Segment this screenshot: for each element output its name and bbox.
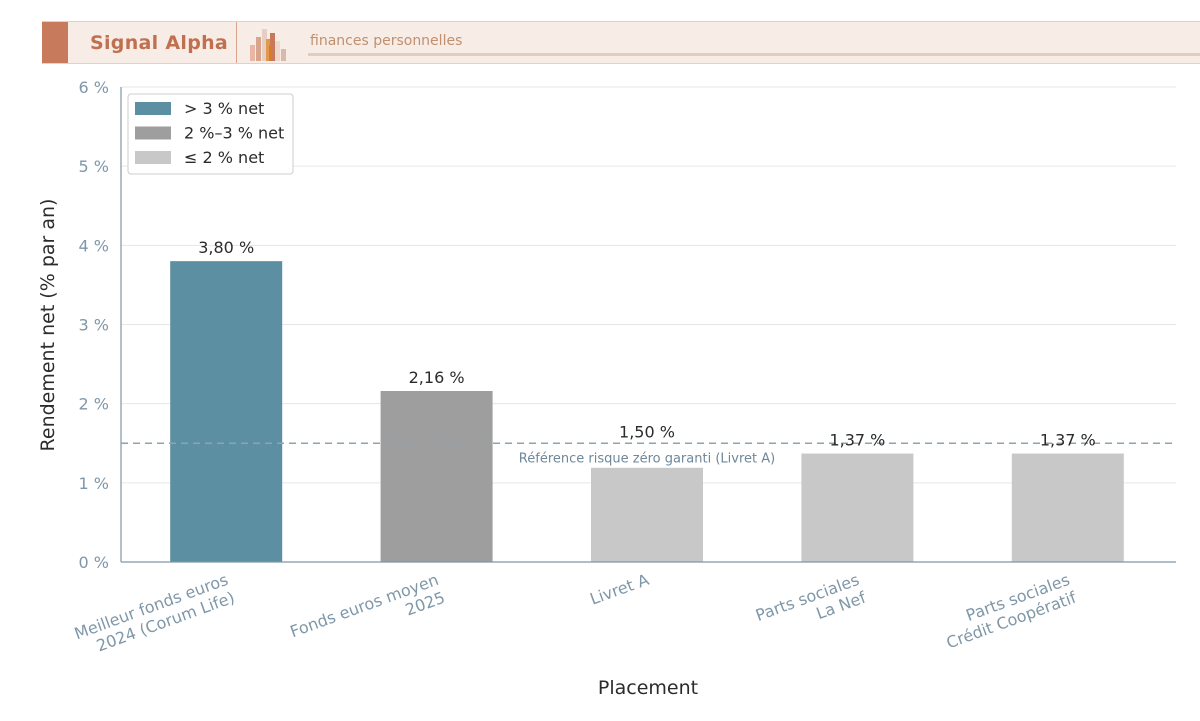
bar <box>1011 453 1124 562</box>
data-labels: 3,80 % 2,16 % 1,50 % 1,37 % 1,37 % <box>198 238 1096 449</box>
bars <box>170 261 1124 562</box>
legend: > 3 % net 2 %–3 % net ≤ 2 % net <box>127 93 294 175</box>
bar <box>801 453 914 562</box>
y-tick-label: 5 % <box>79 157 109 176</box>
data-label: 1,50 % <box>619 422 675 441</box>
y-axis: 0 % 1 % 2 % 3 % 4 % 5 % 6 % <box>79 78 122 572</box>
bar <box>170 261 283 562</box>
reference-line-group: Référence risque zéro garanti (Livret A) <box>121 442 1176 466</box>
x-tick-label: Livret A <box>587 570 651 609</box>
data-label: 1,37 % <box>829 431 885 450</box>
x-tick-label: Parts socialesLa Nef <box>753 570 869 643</box>
legend-swatch <box>135 102 171 115</box>
brand-swatch <box>42 22 68 63</box>
bar <box>591 467 703 562</box>
y-tick-label: 1 % <box>79 474 109 493</box>
data-label: 1,37 % <box>1040 431 1096 450</box>
y-tick-label: 2 % <box>79 395 109 414</box>
site-header: Signal Alpha finances personnelles <box>42 21 1200 64</box>
bar-chart-logo-icon <box>250 29 286 61</box>
header-rule <box>308 53 1200 56</box>
x-tick-label: Parts socialesCrédit Coopératif <box>937 570 1079 653</box>
data-label: 2,16 % <box>409 368 465 387</box>
legend-swatch <box>135 151 171 164</box>
x-axis-title: Placement <box>598 677 698 699</box>
bar <box>380 391 493 562</box>
header-divider <box>236 22 237 63</box>
x-tick-label: Meilleur fonds euros2024 (Corum Life) <box>72 570 237 661</box>
y-tick-label: 4 % <box>79 236 109 255</box>
y-tick-label: 3 % <box>79 316 109 335</box>
legend-label: 2 %–3 % net <box>184 124 284 143</box>
reference-line-label: Référence risque zéro garanti (Livret A) <box>519 451 775 466</box>
brand-name[interactable]: Signal Alpha <box>90 32 229 54</box>
legend-swatch <box>135 126 171 140</box>
y-tick-label: 0 % <box>79 553 109 572</box>
y-tick-label: 6 % <box>79 78 109 97</box>
x-axis: Meilleur fonds euros2024 (Corum Life) Fon… <box>72 561 1176 661</box>
data-label: 3,80 % <box>198 238 254 257</box>
legend-label: ≤ 2 % net <box>184 148 264 167</box>
header-tagline: finances personnelles <box>310 33 463 49</box>
x-tick-label: Fonds euros moyen2025 <box>288 570 448 659</box>
legend-label: > 3 % net <box>184 99 264 118</box>
y-axis-title: Rendement net (% par an) <box>37 199 59 452</box>
